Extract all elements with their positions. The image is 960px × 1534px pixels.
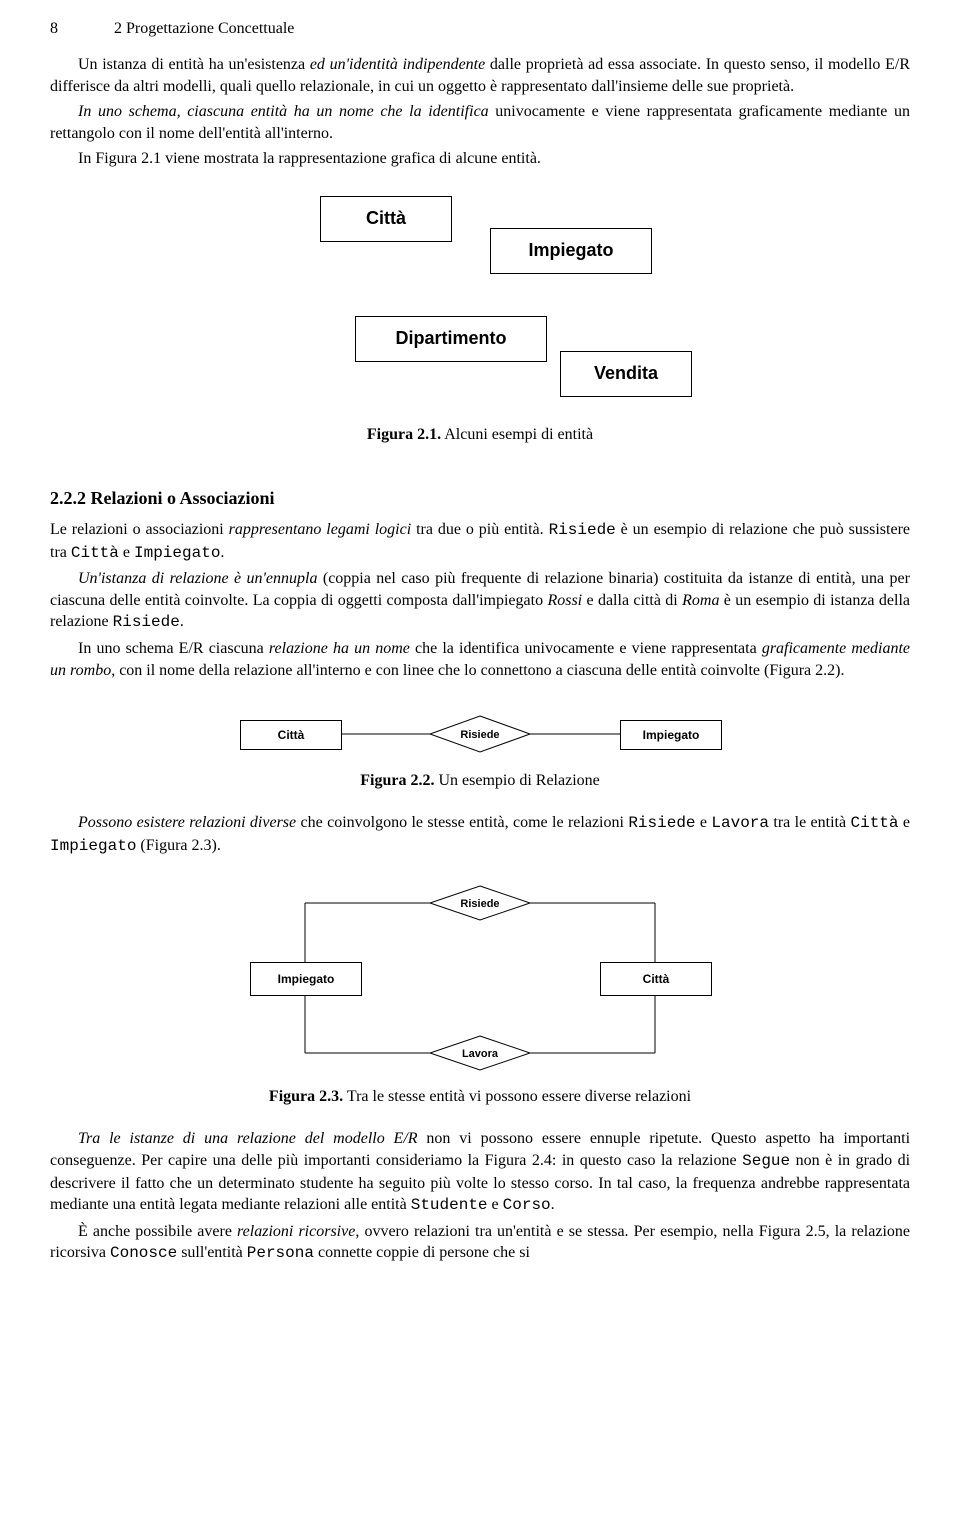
page: 8 2 Progettazione Concettuale Un istanza… [0,0,960,1299]
text-italic: rappresentano legami logici [229,521,412,538]
text: In Figura 2.1 viene mostrata la rapprese… [78,150,541,167]
figure-2-2-caption: Figura 2.2. Un esempio di Relazione [50,772,910,790]
caption-bold: Figura 2.1. [367,426,441,443]
text: tra due o più entità. [411,521,548,538]
text: tra le entità [769,814,850,831]
entity-impiegato-small: Impiegato [620,720,722,750]
paragraph-9: È anche possibile avere relazioni ricors… [50,1221,910,1265]
entity-citta: Città [320,196,452,242]
code: Corso [503,1196,551,1214]
code: Impiegato [134,544,220,562]
caption-bold: Figura 2.3. [269,1088,343,1105]
paragraph-3: In Figura 2.1 viene mostrata la rapprese… [50,148,910,170]
code: Impiegato [50,837,136,855]
figure-2-3: Risiede Lavora Impiegato Città [230,883,730,1078]
entity-impiegato-small: Impiegato [250,962,362,996]
text: e dalla città di [582,592,682,609]
text: , con il nome della relazione all'intern… [111,662,844,679]
entity-dipartimento: Dipartimento [355,316,547,362]
text-italic: Rossi [547,592,582,609]
figure-2-1: Città Impiegato Dipartimento Vendita [260,196,700,416]
figure-2-3-caption: Figura 2.3. Tra le stesse entità vi poss… [50,1088,910,1106]
text: e [488,1196,503,1213]
code: Risiede [628,814,695,832]
caption-bold: Figura 2.2. [360,772,434,789]
text: che la identifica univocamente e viene r… [410,640,762,657]
paragraph-7: Possono esistere relazioni diverse che c… [50,812,910,857]
caption-text: Alcuni esempi di entità [441,426,593,443]
text-italic: Roma [682,592,719,609]
text: . [551,1196,555,1213]
text: . [180,613,184,630]
text-italic: Possono esistere relazioni diverse [78,814,296,831]
section-heading-2-2-2: 2.2.2 Relazioni o Associazioni [50,488,910,509]
code: Lavora [711,814,769,832]
code: Città [850,814,898,832]
text-italic: relazioni ricorsive [237,1223,355,1240]
text: connette coppie di persone che si [314,1244,530,1261]
entity-citta-small: Città [240,720,342,750]
paragraph-4: Le relazioni o associazioni rappresentan… [50,519,910,564]
code: Conosce [110,1244,177,1262]
code: Risiede [549,521,616,539]
text: sull'entità [177,1244,247,1261]
text: e [119,544,134,561]
text-italic: Un'istanza di relazione è un'ennupla [78,570,317,587]
text: (Figura 2.3). [136,837,220,854]
code: Studente [411,1196,488,1214]
text-italic: In uno schema, ciascuna entità ha un nom… [78,103,489,120]
chapter-title: 2 Progettazione Concettuale [114,20,294,37]
caption-text: Tra le stesse entità vi possono essere d… [343,1088,691,1105]
text-italic: ed un'identità indipendente [310,56,485,73]
text-italic: Tra le istanze di una relazione del mode… [78,1130,418,1147]
relation-risiede-label: Risiede [460,729,499,741]
entity-citta-small: Città [600,962,712,996]
text: che coinvolgono le stesse entità, come l… [296,814,628,831]
page-number: 8 [50,20,110,38]
text: Un istanza di entità ha un'esistenza [78,56,310,73]
relation-lavora-label: Lavora [462,1048,499,1060]
figure-2-2: Risiede Città Impiegato [240,707,720,762]
code: Città [71,544,119,562]
entity-vendita: Vendita [560,351,692,397]
paragraph-5: Un'istanza di relazione è un'ennupla (co… [50,568,910,634]
paragraph-1: Un istanza di entità ha un'esistenza ed … [50,54,910,97]
paragraph-2: In uno schema, ciascuna entità ha un nom… [50,101,910,144]
text: È anche possibile avere [78,1223,237,1240]
text: e [899,814,910,831]
paragraph-6: In uno schema E/R ciascuna relazione ha … [50,638,910,681]
page-header: 8 2 Progettazione Concettuale [50,20,910,38]
text: Le relazioni o associazioni [50,521,229,538]
paragraph-8: Tra le istanze di una relazione del mode… [50,1128,910,1216]
entity-impiegato: Impiegato [490,228,652,274]
code: Persona [247,1244,314,1262]
relation-risiede-label: Risiede [460,898,499,910]
code: Segue [742,1152,790,1170]
text: In uno schema E/R ciascuna [78,640,269,657]
figure-2-1-caption: Figura 2.1. Alcuni esempi di entità [50,426,910,444]
text: . [220,544,224,561]
text: e [696,814,712,831]
text-italic: relazione ha un nome [269,640,410,657]
code: Risiede [113,613,180,631]
caption-text: Un esempio di Relazione [434,772,599,789]
